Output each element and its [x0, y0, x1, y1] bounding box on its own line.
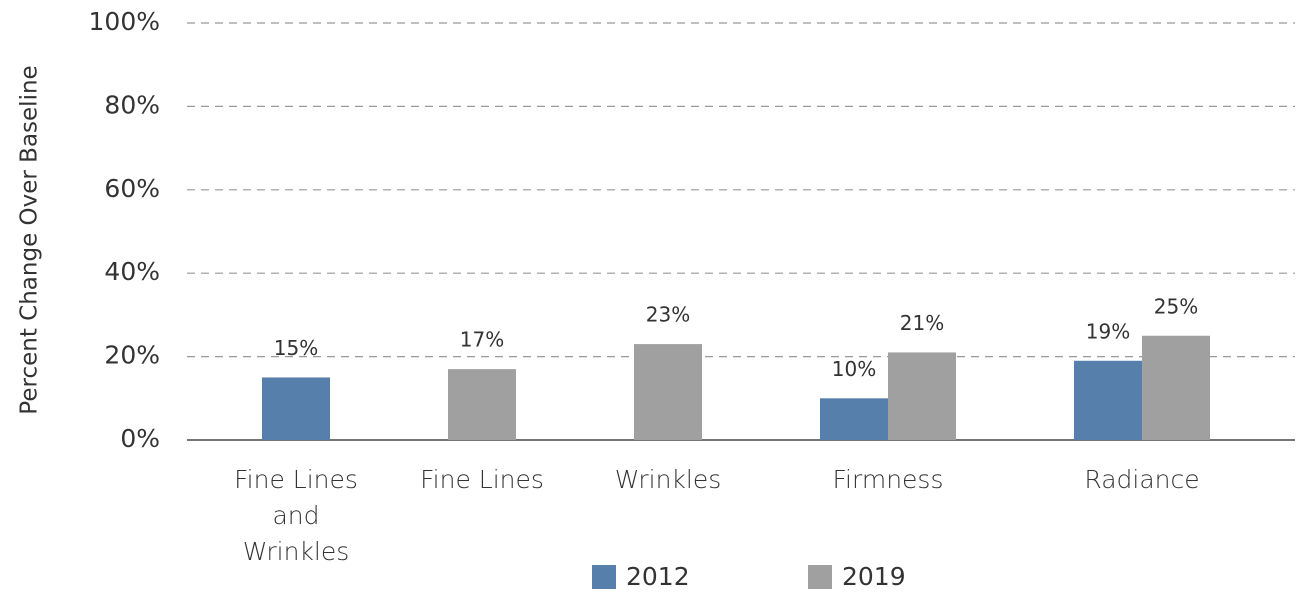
bar [888, 352, 956, 440]
y-tick-label: 100% [89, 7, 160, 36]
legend-label: 2019 [842, 562, 906, 591]
x-tick-label: Radiance [1084, 465, 1200, 494]
bar [634, 344, 702, 440]
data-label: 21% [900, 311, 944, 335]
data-label: 17% [460, 328, 504, 352]
bar [1142, 335, 1210, 440]
data-label: 15% [274, 336, 318, 360]
data-label: 25% [1154, 294, 1198, 318]
data-label: 10% [832, 357, 876, 381]
legend-swatch [592, 565, 616, 589]
bar [1074, 360, 1142, 440]
x-tick-label: Fine Lines [420, 465, 544, 494]
y-tick-label: 0% [120, 424, 160, 453]
bar [262, 377, 330, 440]
y-tick-label: 80% [104, 90, 160, 119]
legend-swatch [808, 565, 832, 589]
data-label: 23% [646, 303, 690, 327]
y-tick-label: 40% [104, 257, 160, 286]
legend-label: 2012 [626, 562, 690, 591]
y-axis-label: Percent Change Over Baseline [17, 65, 43, 414]
y-tick-label: 20% [104, 341, 160, 370]
x-tick-label: Firmness [832, 465, 944, 494]
x-tick-label: Fine Lines and Wrinkles [234, 465, 358, 566]
data-label: 19% [1086, 319, 1130, 343]
x-tick-label: Wrinkles [614, 465, 722, 494]
bar [820, 398, 888, 440]
bar [448, 369, 516, 440]
y-tick-label: 60% [104, 174, 160, 203]
